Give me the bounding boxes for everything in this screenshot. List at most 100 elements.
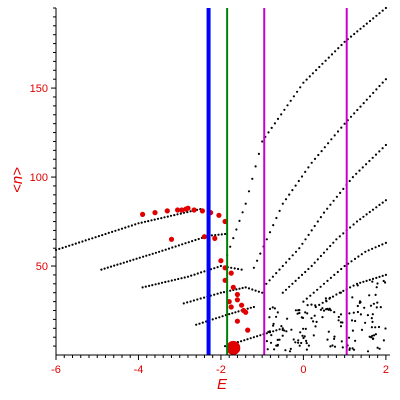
- data-point: [272, 324, 275, 327]
- data-point: [286, 104, 289, 107]
- data-point: [375, 276, 378, 279]
- data-point: [186, 275, 190, 278]
- data-point: [370, 326, 373, 329]
- x-tick-label: -6: [51, 364, 61, 376]
- data-point: [359, 27, 362, 30]
- data-point: [359, 313, 362, 316]
- data-point: [332, 241, 335, 244]
- data-point: [257, 152, 260, 155]
- data-point: [337, 47, 340, 50]
- data-point: [217, 233, 220, 236]
- data-point: [151, 252, 154, 255]
- highlight-point: [234, 297, 240, 303]
- data-point: [158, 250, 161, 253]
- data-point: [343, 264, 346, 268]
- data-point: [300, 175, 304, 178]
- data-point: [294, 309, 297, 312]
- data-point: [336, 130, 340, 133]
- data-point: [384, 281, 387, 284]
- highlight-point: [234, 318, 240, 324]
- data-point: [270, 334, 273, 337]
- data-point: [284, 198, 288, 201]
- data-point: [169, 214, 173, 217]
- data-point: [315, 320, 318, 323]
- data-point: [275, 329, 278, 332]
- data-point: [246, 307, 249, 310]
- data-point: [319, 308, 322, 311]
- data-point: [358, 301, 361, 304]
- data-point: [313, 157, 317, 160]
- data-point: [319, 216, 322, 219]
- data-point: [135, 257, 138, 260]
- data-point: [191, 240, 194, 243]
- data-point: [300, 316, 303, 319]
- data-point: [166, 215, 169, 218]
- data-point: [292, 338, 295, 341]
- data-point: [141, 286, 144, 289]
- data-point: [124, 226, 127, 229]
- data-point: [306, 312, 309, 315]
- data-point: [368, 278, 371, 281]
- data-point: [384, 143, 387, 147]
- data-point: [283, 108, 286, 111]
- data-point: [256, 335, 259, 338]
- data-point: [235, 288, 238, 291]
- highlight-point: [216, 212, 222, 218]
- data-point: [343, 122, 346, 125]
- y-axis-label: <n>: [9, 167, 26, 193]
- data-point: [384, 78, 387, 81]
- data-point: [137, 222, 140, 225]
- highlight-points-layer: [140, 205, 251, 355]
- data-point: [259, 334, 262, 337]
- data-point: [299, 86, 302, 89]
- data-point: [331, 295, 335, 298]
- data-point: [319, 285, 322, 288]
- data-point: [261, 291, 264, 294]
- data-point: [377, 244, 381, 247]
- data-point: [180, 277, 183, 280]
- data-point: [160, 281, 164, 284]
- data-point: [294, 341, 297, 344]
- data-point: [224, 345, 227, 348]
- data-point: [311, 72, 314, 75]
- data-point: [356, 108, 359, 112]
- data-point: [340, 126, 343, 129]
- data-point: [182, 302, 185, 305]
- data-point: [144, 285, 147, 288]
- data-point: [288, 350, 292, 353]
- data-point: [247, 190, 251, 193]
- data-point: [327, 56, 330, 59]
- data-point: [340, 340, 343, 343]
- data-point: [337, 315, 340, 319]
- data-point: [276, 311, 279, 314]
- data-point: [275, 344, 278, 347]
- data-point: [297, 276, 300, 279]
- data-point: [229, 245, 232, 248]
- data-point: [373, 334, 376, 337]
- data-point: [289, 99, 292, 102]
- data-point: [365, 163, 368, 166]
- data-point: [187, 241, 190, 244]
- data-point: [265, 238, 268, 241]
- data-point: [286, 317, 289, 320]
- data-point: [355, 220, 359, 223]
- data-point: [364, 250, 367, 253]
- data-point: [189, 210, 192, 213]
- data-point: [167, 247, 171, 250]
- data-point: [292, 95, 295, 98]
- data-point: [183, 276, 186, 279]
- data-point: [303, 335, 306, 338]
- data-point: [305, 348, 308, 351]
- data-point: [312, 334, 315, 337]
- data-point: [278, 328, 281, 331]
- data-point: [254, 289, 257, 292]
- data-point: [294, 250, 298, 253]
- data-point: [364, 321, 367, 324]
- data-point: [381, 9, 384, 12]
- data-point: [142, 255, 145, 258]
- data-point: [313, 224, 316, 228]
- data-point: [251, 177, 254, 180]
- data-point: [272, 330, 275, 333]
- data-point: [167, 280, 170, 283]
